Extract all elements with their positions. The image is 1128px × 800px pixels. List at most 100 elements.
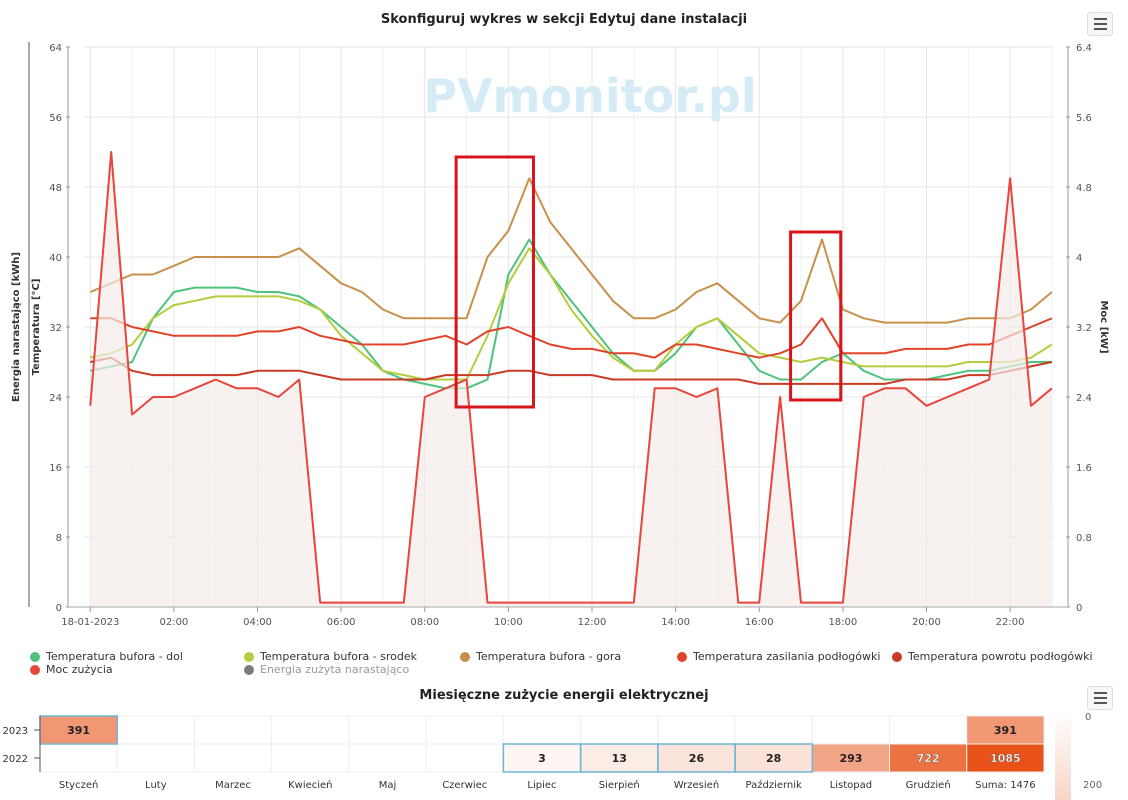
y-tick-left: 40	[49, 253, 62, 264]
chart-menu-button[interactable]	[1087, 12, 1113, 36]
legend-item[interactable]: Temperatura bufora - dol	[30, 650, 183, 663]
legend-item[interactable]: Temperatura bufora - gora	[460, 650, 621, 663]
power-area	[90, 152, 1052, 607]
legend-label: Temperatura bufora - dol	[46, 650, 183, 663]
series-line-3	[89, 177, 1053, 324]
y-tick-left: 32	[49, 323, 62, 334]
heatmap-cell	[966, 715, 1045, 745]
heatmap-cell	[580, 715, 659, 745]
x-tick-label: 20:00	[912, 617, 941, 628]
heatmap-column-label: Czerwiec	[442, 780, 487, 791]
heatmap-cell	[889, 715, 968, 745]
heatmap-cell	[811, 715, 891, 745]
heatmap-cell	[657, 743, 736, 773]
y-axis-label-energy: Energia narastająco [kWh]	[11, 252, 22, 402]
y-tick-right: 3.2	[1076, 323, 1092, 334]
heatmap-row-label: 2023	[3, 726, 28, 737]
legend-label: Moc zużycia	[46, 663, 113, 676]
legend-item[interactable]: Temperatura zasilania podłogówki	[677, 650, 880, 663]
y-tick-left: 0	[56, 603, 62, 614]
y-axis-label-power: Moc [kW]	[1098, 300, 1109, 353]
y-tick-right: 4	[1076, 253, 1082, 264]
heatmap-cell	[734, 715, 813, 745]
x-tick-label: 10:00	[494, 617, 523, 628]
legend-dot-icon	[244, 651, 254, 662]
heatmap-cell-border	[734, 743, 814, 773]
legend-dot-icon	[892, 651, 902, 662]
legend-label: Temperatura bufora - srodek	[260, 650, 418, 663]
hamburger-icon	[1093, 18, 1107, 20]
hamburger-icon	[1093, 692, 1107, 694]
heatmap-column-label: Listopad	[830, 780, 872, 791]
series-line-1	[90, 238, 1052, 390]
heatmap-cell	[39, 743, 118, 773]
y-tick-right: 4.8	[1076, 183, 1092, 194]
y-tick-right: 5.6	[1076, 113, 1092, 124]
x-tick-label: 04:00	[243, 617, 272, 628]
heatmap-cell-label: 28	[766, 752, 781, 765]
heatmap-cell	[502, 715, 582, 745]
legend-label: Temperatura bufora - gora	[476, 650, 622, 663]
legend-item[interactable]: Moc zużycia	[30, 663, 113, 676]
heatmap-column-label: Suma: 1476	[975, 780, 1036, 791]
x-tick-label: 18-01-2023	[61, 617, 119, 628]
heatmap-cell	[193, 743, 273, 773]
legend-label: Temperatura zasilania podłogówki	[693, 650, 881, 663]
y-tick-left: 16	[49, 463, 62, 474]
heatmap-column-label: Maj	[379, 780, 397, 791]
heatmap-cell	[889, 743, 968, 773]
heatmap-cell	[116, 715, 195, 745]
legend-item[interactable]: Temperatura powrotu podłogówki	[892, 650, 1093, 663]
x-tick-label: 02:00	[159, 617, 188, 628]
heatmap-cell-label: 3	[538, 752, 546, 765]
legend-label: Temperatura powrotu podłogówki	[908, 650, 1093, 663]
heatmap-cell-label: 391	[67, 724, 90, 737]
heatmap-cell-label: 26	[689, 752, 705, 765]
legend-dot-icon	[30, 651, 40, 662]
legend-label: Energia zużyta narastająco	[260, 663, 410, 676]
x-tick-label: 22:00	[996, 617, 1025, 628]
heatmap-cell	[811, 743, 891, 773]
y-tick-right: 0.8	[1076, 533, 1092, 544]
y-tick-left: 24	[49, 393, 62, 404]
heatmap-cell	[425, 715, 504, 745]
legend-item[interactable]: Temperatura bufora - srodek	[244, 650, 417, 663]
legend-dot-icon	[30, 664, 40, 675]
heatmap-cell	[966, 743, 1045, 773]
watermark: PVmonitor.pl	[423, 69, 756, 123]
y-tick-right: 2.4	[1076, 393, 1092, 404]
heatmap-cell-label: 1085	[990, 752, 1021, 765]
heatmap-chart: 391 391 3 13 26 28 293 722 1085 2023 2022 Styczeń Lu…	[3, 710, 1102, 800]
series-line-6	[89, 151, 1053, 604]
y-tick-left: 56	[49, 113, 62, 124]
series-line-4	[90, 317, 1053, 359]
heatmap-column-label: Lipiec	[527, 780, 556, 791]
heatmap-column-label: Grudzień	[906, 779, 951, 791]
heatmap-menu-button[interactable]	[1087, 686, 1113, 710]
x-tick-label: 16:00	[745, 617, 774, 628]
heatmap-cell-label: 391	[994, 724, 1017, 737]
heatmap-column-label: Marzec	[215, 780, 251, 791]
x-tick-label: 14:00	[661, 617, 690, 628]
heatmap-cell	[657, 715, 736, 745]
series-line-2	[90, 247, 1053, 381]
heatmap-column-label: Październik	[746, 779, 803, 791]
legend-dot-icon	[460, 651, 470, 662]
heatmap-cell	[348, 743, 427, 773]
heatmap-cell	[271, 715, 350, 745]
color-scale-bar	[1055, 710, 1071, 800]
legend-item[interactable]: Energia zużyta narastająco	[244, 663, 409, 676]
heatmap-cell	[425, 743, 504, 773]
series-line-5	[90, 356, 1053, 385]
heatmap-column-label: Kwiecień	[288, 779, 332, 791]
heatmap-column-label: Sierpień	[599, 779, 640, 791]
heatmap-cell	[271, 743, 350, 773]
color-scale-top-label: 0	[1085, 712, 1091, 723]
heatmap-cell	[193, 715, 273, 745]
heatmap-row-label: 2022	[3, 754, 28, 765]
chart-title: Skonfiguruj wykres w sekcji Edytuj dane …	[380, 12, 748, 27]
color-scale-label: 200	[1083, 780, 1102, 791]
annotation-box-2	[789, 230, 843, 402]
heatmap-column-label: Styczeń	[59, 779, 98, 791]
heatmap-cell	[348, 715, 427, 745]
